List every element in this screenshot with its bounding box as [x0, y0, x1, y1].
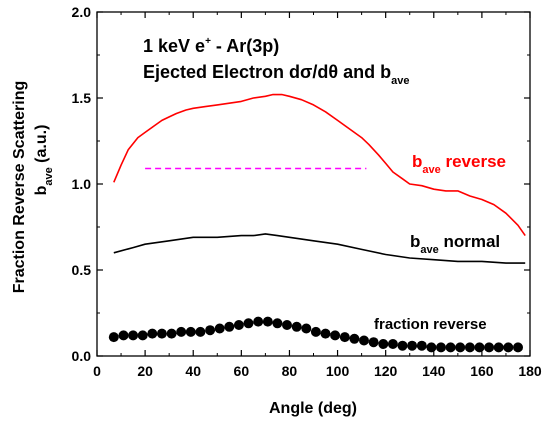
x-axis-title: Angle (deg) [269, 400, 357, 417]
x-tick-label: 60 [234, 363, 250, 379]
y-axis-title-line1: Fraction Reverse Scattering [11, 81, 28, 294]
x-tick-label: 160 [470, 363, 494, 379]
data-point-fraction-reverse [291, 321, 302, 332]
data-point-fraction-reverse [176, 326, 187, 337]
data-point-fraction-reverse [320, 328, 331, 339]
data-point-fraction-reverse [436, 342, 446, 353]
data-point-fraction-reverse [233, 320, 244, 330]
data-point-fraction-reverse [368, 337, 379, 348]
data-point-fraction-reverse [185, 326, 196, 337]
data-point-fraction-reverse [301, 323, 312, 334]
data-point-fraction-reverse [205, 325, 216, 336]
data-point-fraction-reverse [426, 342, 437, 353]
title-line-1: 1 keV e+ - Ar(3p) [143, 36, 279, 56]
data-point-fraction-reverse [330, 330, 341, 341]
series-labels: bave reverse bave normal fraction revers… [374, 152, 506, 333]
x-tick-label: 120 [374, 363, 398, 379]
data-point-fraction-reverse [397, 340, 408, 351]
data-point-fraction-reverse [262, 316, 273, 327]
label-bave-normal: bave normal [410, 232, 500, 256]
data-point-fraction-reverse [282, 320, 292, 330]
axis-ticks: 0 20 40 60 80 100 120 140 160 180 0.0 0.5 1.0 1.5 2.0 [72, 4, 542, 379]
x-tick-label: 180 [518, 363, 542, 379]
x-tick-label: 140 [422, 363, 446, 379]
label-fraction-reverse: fraction reverse [374, 316, 487, 333]
data-point-fraction-reverse [474, 342, 485, 353]
x-tick-label: 80 [282, 363, 298, 379]
data-point-fraction-reverse [156, 328, 167, 339]
data-point-fraction-reverse [503, 342, 514, 353]
data-point-fraction-reverse [243, 318, 254, 329]
data-point-fraction-reverse [484, 342, 495, 353]
y-tick-label: 1.0 [72, 176, 92, 192]
data-point-fraction-reverse [493, 342, 504, 353]
data-point-fraction-reverse [416, 340, 427, 351]
x-tick-label: 100 [326, 363, 350, 379]
data-point-fraction-reverse [166, 328, 177, 339]
data-point-fraction-reverse [224, 321, 235, 332]
data-point-fraction-reverse [272, 318, 283, 329]
series-line-bave-reverse [113, 93, 526, 237]
data-point-fraction-reverse [378, 339, 389, 349]
data-point-fraction-reverse [513, 342, 523, 353]
x-tick-label: 0 [93, 363, 101, 379]
data-point-fraction-reverse [339, 332, 350, 343]
data-point-fraction-reverse [310, 326, 321, 337]
x-tick-label: 40 [185, 363, 201, 379]
data-point-fraction-reverse [137, 330, 148, 341]
data-point-fraction-reverse [445, 342, 456, 353]
y-tick-label: 1.5 [72, 90, 92, 106]
data-point-fraction-reverse [214, 323, 225, 334]
series-layer [108, 93, 526, 353]
data-point-fraction-reverse [349, 333, 360, 344]
title-line-2: Ejected Electron dσ/dθ and bave [143, 62, 409, 87]
data-point-fraction-reverse [118, 330, 129, 341]
y-tick-label: 2.0 [72, 4, 92, 20]
data-point-fraction-reverse [108, 332, 119, 343]
y-tick-label: 0.5 [72, 262, 92, 278]
x-tick-label: 20 [137, 363, 153, 379]
data-point-fraction-reverse [387, 339, 398, 349]
data-point-fraction-reverse [455, 342, 466, 353]
y-axis-title-line2: bave (a.u.) [33, 125, 55, 196]
series-line-bave-normal [113, 233, 526, 264]
label-bave-reverse: bave reverse [412, 152, 506, 176]
data-point-fraction-reverse [147, 328, 158, 339]
chart-title: 1 keV e+ - Ar(3p) Ejected Electron dσ/dθ… [143, 36, 409, 87]
data-point-fraction-reverse [253, 316, 264, 327]
data-point-fraction-reverse [195, 326, 206, 337]
y-tick-label: 0.0 [72, 348, 92, 364]
plot-area: 0 20 40 60 80 100 120 140 160 180 0.0 0.5 1.0 1.5 2.0 [72, 4, 542, 379]
data-point-fraction-reverse [464, 342, 475, 353]
data-point-fraction-reverse [128, 330, 139, 341]
data-point-fraction-reverse [407, 340, 418, 351]
data-point-fraction-reverse [359, 335, 369, 346]
